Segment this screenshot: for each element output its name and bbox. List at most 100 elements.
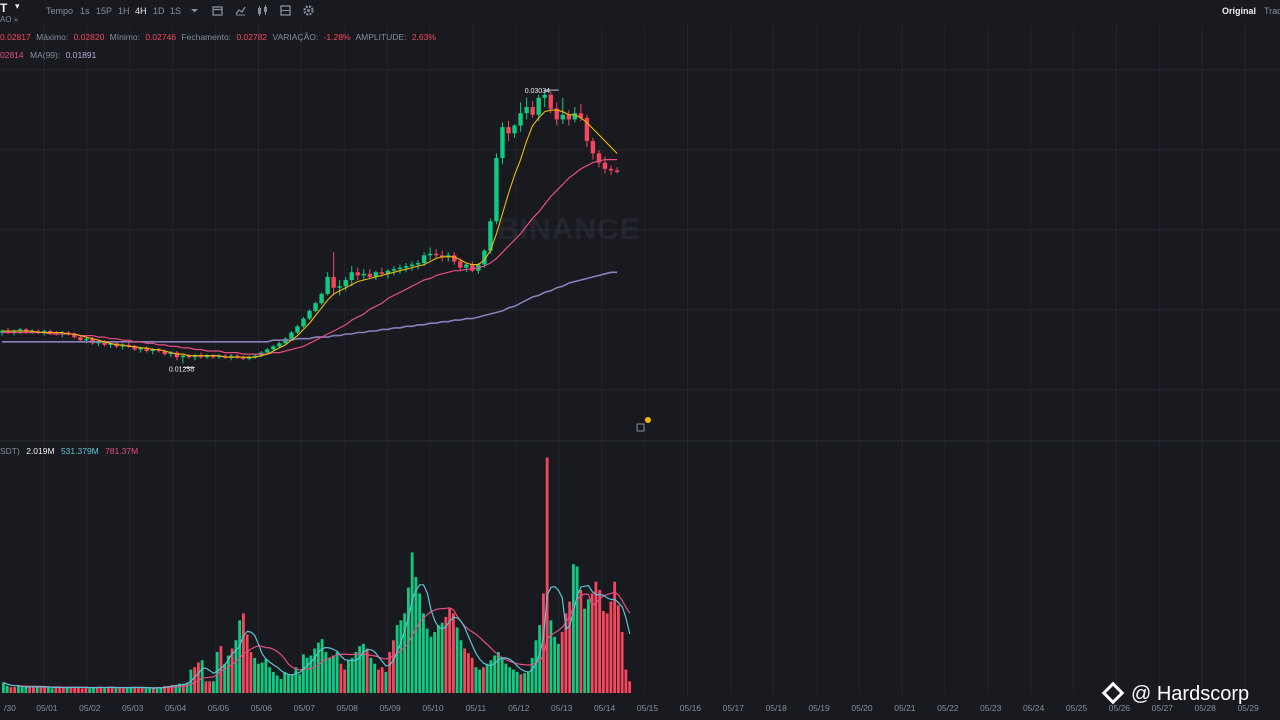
candle-body[interactable] [331,276,336,288]
volume-bar[interactable] [482,667,485,693]
candle-body[interactable] [446,255,451,257]
candle-body[interactable] [253,355,258,358]
candle-body[interactable] [482,250,487,265]
volume-bar[interactable] [358,646,362,693]
candle-body[interactable] [60,332,65,335]
candle-body[interactable] [234,355,240,358]
volume-bar[interactable] [605,613,609,693]
volume-bar[interactable] [317,642,320,693]
volume-bar[interactable] [92,687,95,693]
candle-body[interactable] [391,269,397,271]
volume-bar[interactable] [264,659,268,693]
volume-bar[interactable] [489,660,493,693]
candle-body[interactable] [530,107,535,115]
volume-bar[interactable] [118,687,122,693]
volume-bar[interactable] [174,684,178,693]
volume-bar[interactable] [467,653,470,693]
candle-body[interactable] [138,347,143,350]
volume-bar[interactable] [617,605,620,693]
timeframe-4h[interactable]: 4H [135,6,147,16]
volume-bar[interactable] [620,632,624,693]
candle-body[interactable] [343,280,348,287]
volume-bar[interactable] [545,457,549,693]
volume-bar[interactable] [144,688,148,693]
volume-bar[interactable] [279,678,283,693]
candle-body[interactable] [313,303,318,311]
volume-bar[interactable] [493,655,497,693]
candle-body[interactable] [500,127,505,159]
candle-body[interactable] [301,318,306,327]
volume-bar[interactable] [208,681,212,693]
volume-bar[interactable] [587,599,590,693]
volume-bar[interactable] [515,671,519,693]
candle-body[interactable] [48,330,53,333]
volume-bar[interactable] [403,613,407,693]
volume-bar[interactable] [373,663,377,693]
volume-bar[interactable] [519,674,523,693]
volume-bar[interactable] [238,620,242,693]
candle-body[interactable] [277,343,282,347]
volume-bar[interactable] [294,667,298,693]
volume-bar[interactable] [474,667,478,693]
candle-body[interactable] [494,158,499,222]
volume-bar[interactable] [407,587,410,693]
candle-body[interactable] [216,355,222,358]
volume-bar[interactable] [470,657,474,693]
volume-bar[interactable] [497,652,500,693]
volume-bar[interactable] [54,687,58,693]
volume-bar[interactable] [182,683,185,693]
volume-bar[interactable] [380,667,384,693]
volume-bar[interactable] [122,688,125,693]
volume-bar[interactable] [245,634,249,693]
candle-body[interactable] [464,264,469,268]
candle-body[interactable] [17,329,23,331]
candle-type-icon[interactable] [256,4,269,17]
candle-body[interactable] [35,330,41,333]
candle-body[interactable] [168,352,174,355]
candle-body[interactable] [470,264,475,271]
volume-bar[interactable] [193,667,197,693]
volume-bar[interactable] [437,625,440,693]
candle-body[interactable] [488,221,493,251]
volume-bar[interactable] [290,674,294,693]
candle-body[interactable] [566,114,572,120]
cursor-tool-icon[interactable] [636,423,645,432]
candle-body[interactable] [439,255,445,257]
candle-body[interactable] [222,355,228,358]
volume-bar[interactable] [609,601,613,693]
timeframe-1d[interactable]: 1D [153,6,165,16]
volume-bar[interactable] [50,688,54,693]
volume-bar[interactable] [73,687,77,693]
candle-body[interactable] [325,276,330,294]
volume-bar[interactable] [302,654,305,693]
volume-bar[interactable] [110,687,114,693]
volume-bar[interactable] [418,593,422,693]
candle-body[interactable] [0,330,5,333]
volume-bar[interactable] [133,687,137,693]
volume-bar[interactable] [283,671,287,693]
volume-bar[interactable] [69,687,73,693]
candle-body[interactable] [120,344,125,347]
candle-body[interactable] [90,338,95,344]
volume-bar[interactable] [624,669,628,693]
volume-bar[interactable] [478,669,482,693]
volume-bar[interactable] [9,687,13,693]
candle-body[interactable] [5,330,11,333]
volume-bar[interactable] [433,632,437,693]
candle-body[interactable] [72,334,77,338]
volume-bar[interactable] [448,608,452,693]
volume-bar[interactable] [347,660,350,693]
volume-bar[interactable] [542,593,545,693]
volume-bar[interactable] [328,657,332,693]
volume-bar[interactable] [538,625,542,693]
volume-bar[interactable] [103,688,107,693]
timeframe-1s[interactable]: 1s [80,6,90,16]
volume-bar[interactable] [275,675,279,693]
volume-bar[interactable] [377,669,380,693]
candle-body[interactable] [415,263,421,265]
volume-bar[interactable] [298,674,302,693]
volume-bar[interactable] [114,688,118,693]
candle-body[interactable] [66,332,71,335]
candle-body[interactable] [427,253,433,256]
